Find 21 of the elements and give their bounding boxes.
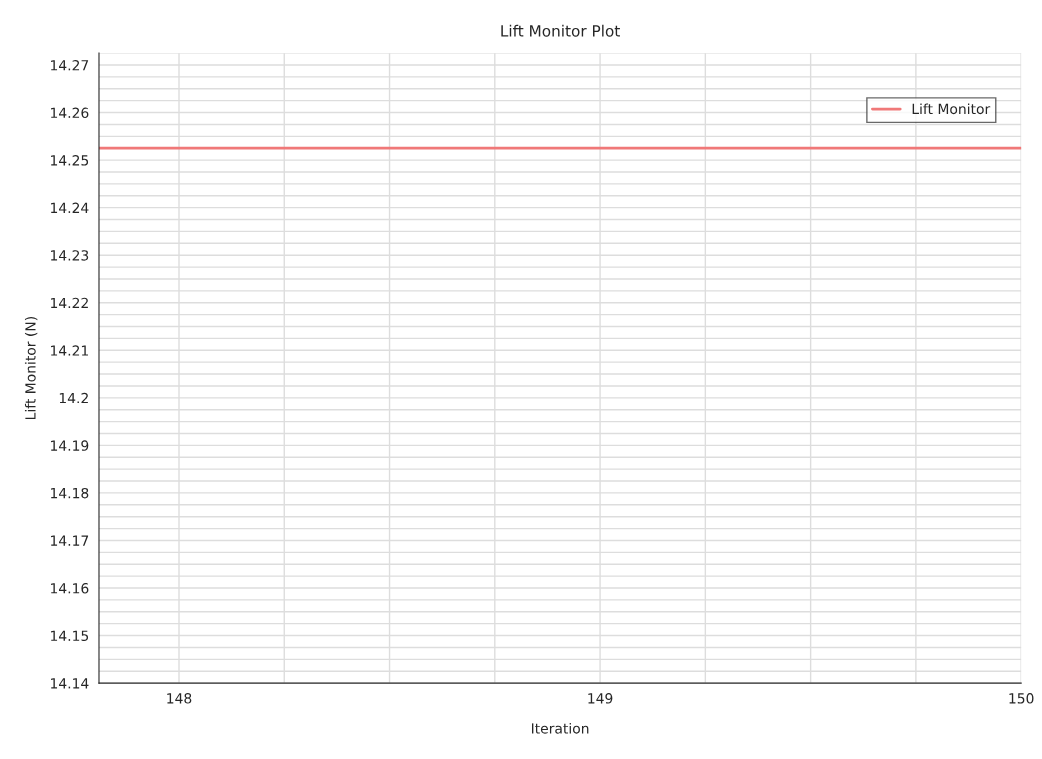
y-tick-label: 14.22 <box>51 297 88 309</box>
y-tick-label: 14.16 <box>51 582 89 594</box>
x-axis-title: Iteration <box>531 722 589 734</box>
y-tick-label: 14.23 <box>51 250 89 261</box>
y-tick-label: 14.27 <box>51 59 89 71</box>
x-tick-label: 148 <box>167 693 192 704</box>
y-tick-label: 14.17 <box>51 535 89 546</box>
y-tick-label: 14.26 <box>51 107 89 119</box>
y-axis-title: Lift Monitor (N) <box>24 317 38 420</box>
x-tick-label: 150 <box>1009 693 1034 704</box>
y-tick-label: 14.24 <box>51 202 89 213</box>
y-tick-label: 14.14 <box>51 678 89 689</box>
y-tick-label: 14.19 <box>51 440 89 451</box>
y-tick-label: 14.18 <box>51 487 89 499</box>
x-tick-label: 149 <box>588 693 613 704</box>
chart-title: Lift Monitor Plot <box>501 24 620 37</box>
y-tick-label: 14.2 <box>59 392 88 404</box>
y-tick-label: 14.25 <box>51 155 89 166</box>
y-tick-label: 14.15 <box>51 630 89 642</box>
y-tick-label: 14.21 <box>51 345 88 356</box>
legend-label: Lift Monitor <box>912 103 991 115</box>
